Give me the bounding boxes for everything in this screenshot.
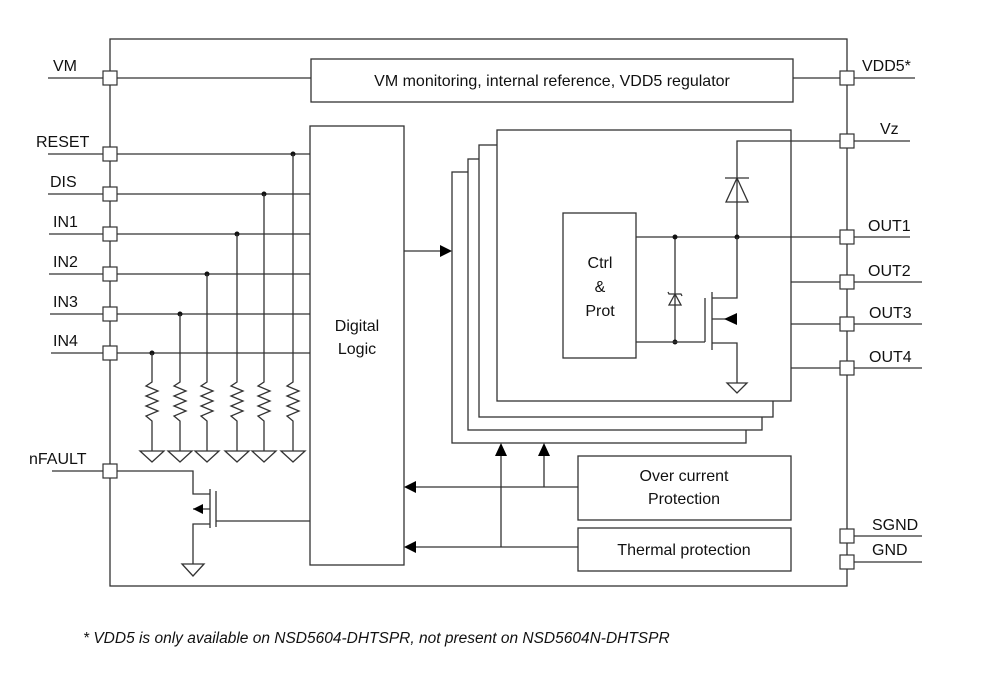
resistor-icon: [285, 154, 301, 451]
ground-icon: [180, 563, 206, 577]
regulator-label: VM monitoring, internal reference, VDD5 …: [374, 73, 730, 90]
label-in2: IN2: [53, 254, 78, 271]
label-in1: IN1: [53, 214, 78, 231]
diode-icon: [724, 176, 750, 203]
label-gnd: GND: [872, 542, 908, 559]
over-current-block: [577, 455, 792, 521]
thermal-block: [577, 527, 792, 572]
thermal-label: Thermal protection: [617, 542, 750, 559]
digital-logic-label-1: Digital: [335, 318, 379, 335]
label-vm: VM: [53, 58, 77, 75]
ground-icon: [223, 450, 251, 463]
label-out4: OUT4: [869, 349, 912, 366]
pin-nfault: [102, 463, 118, 479]
pin-gnd: [839, 554, 855, 570]
label-sgnd: SGND: [872, 517, 918, 534]
ctrl-prot-label-3: Prot: [585, 303, 615, 320]
arrow-icon: [440, 245, 452, 257]
pin-in1: [102, 226, 118, 242]
pins: [102, 70, 855, 570]
label-out3: OUT3: [869, 305, 912, 322]
pin-out1: [839, 229, 855, 245]
resistor-icon: [199, 274, 215, 451]
zener-diode-icon: [667, 292, 683, 306]
pull-down-resistors: [138, 151, 307, 463]
over-current-label-1: Over current: [640, 468, 729, 485]
ground-icon: [725, 382, 749, 394]
pin-in4: [102, 345, 118, 361]
pin-vm: [102, 70, 118, 86]
label-out2: OUT2: [868, 263, 911, 280]
label-nfault: nFAULT: [29, 451, 87, 468]
pin-out4: [839, 360, 855, 376]
label-in3: IN3: [53, 294, 78, 311]
ctrl-prot-block: [562, 212, 637, 359]
pin-in3: [102, 306, 118, 322]
label-out1: OUT1: [868, 218, 911, 235]
ground-icon: [193, 450, 221, 463]
resistor-icon: [172, 314, 188, 451]
resistor-icon: [229, 234, 245, 451]
ground-icon: [279, 450, 307, 463]
resistor-icon: [144, 353, 160, 451]
protection-arrows: [404, 443, 578, 553]
pin-dis: [102, 186, 118, 202]
pin-out3: [839, 316, 855, 332]
label-dis: DIS: [50, 174, 77, 191]
pin-sgnd: [839, 528, 855, 544]
ground-icon: [166, 450, 194, 463]
pin-reset: [102, 146, 118, 162]
ctrl-prot-label-2: &: [595, 279, 606, 296]
resistor-icon: [256, 194, 272, 451]
nfault-mosfet: [180, 489, 310, 577]
regulator-block: [310, 58, 794, 103]
digital-logic-label-2: Logic: [338, 341, 376, 358]
over-current-label-2: Protection: [648, 491, 720, 508]
label-in4: IN4: [53, 333, 78, 350]
footnote: * VDD5 is only available on NSD5604-DHTS…: [83, 630, 670, 647]
label-vdd5: VDD5*: [862, 58, 911, 75]
pin-vdd5: [839, 70, 855, 86]
digital-logic-block: [309, 125, 405, 566]
label-vz: Vz: [880, 121, 899, 138]
pin-in2: [102, 266, 118, 282]
ground-icon: [138, 450, 166, 463]
ctrl-prot-label-1: Ctrl: [588, 255, 613, 272]
ground-icon: [250, 450, 278, 463]
pin-vz: [839, 133, 855, 149]
label-reset: RESET: [36, 134, 90, 151]
pin-out2: [839, 274, 855, 290]
